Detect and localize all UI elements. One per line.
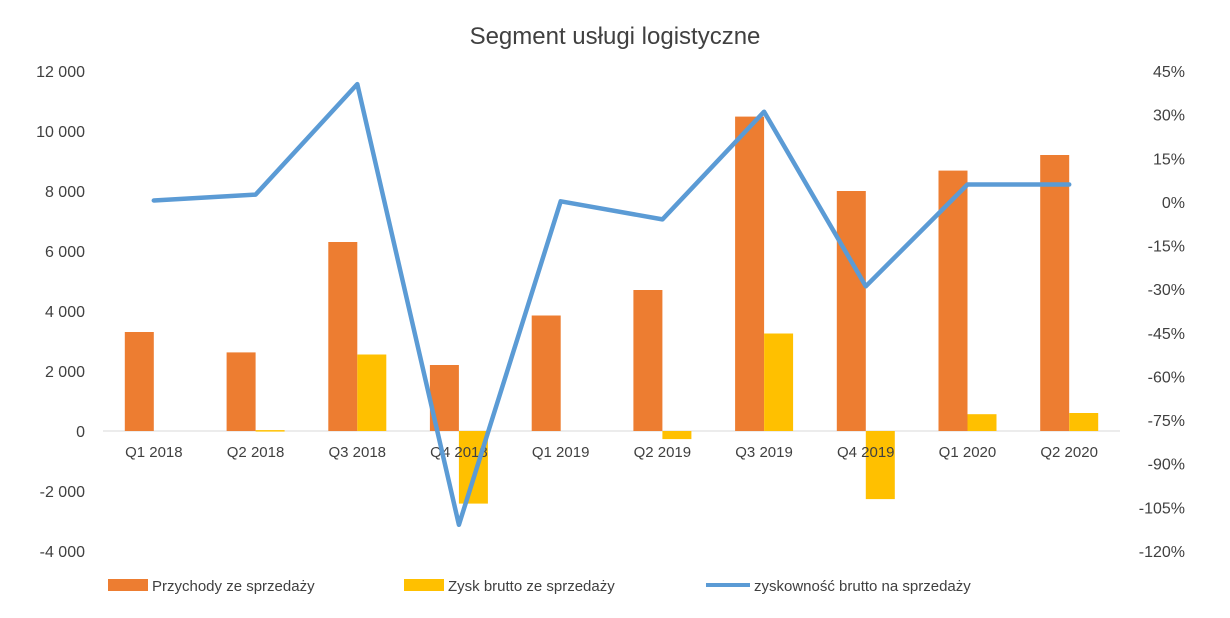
bars: [124, 116, 1099, 504]
right-tick-label: 0%: [1162, 195, 1185, 212]
bar-gross-profit: [967, 414, 997, 431]
right-tick-label: -15%: [1148, 239, 1185, 256]
category-label: Q2 2020: [1040, 444, 1098, 461]
bar-revenue: [226, 352, 256, 431]
category-label: Q3 2019: [735, 444, 793, 461]
legend-swatch-revenue: [108, 579, 148, 591]
category-label: Q1 2018: [125, 444, 183, 461]
left-tick-label: 12 000: [36, 64, 85, 81]
right-tick-label: 30%: [1153, 108, 1185, 125]
legend-label-gross-margin: zyskowność brutto na sprzedaży: [754, 578, 971, 595]
bar-gross-profit: [1069, 413, 1099, 431]
bar-revenue: [1040, 155, 1070, 431]
legend: Przychody ze sprzedaży Zysk brutto ze sp…: [108, 578, 971, 595]
right-tick-label: -105%: [1139, 500, 1185, 517]
right-axis: -120% -105% -90% -75% -60% -45% -30% -15% 0% 15% 3…: [1139, 64, 1185, 561]
legend-swatch-gross-profit: [404, 579, 444, 591]
category-label: Q1 2019: [532, 444, 590, 461]
left-tick-label: -2 000: [40, 484, 85, 501]
bar-revenue: [328, 242, 358, 431]
left-tick-label: -4 000: [40, 544, 85, 561]
bar-revenue: [531, 315, 561, 431]
right-tick-label: -30%: [1148, 282, 1185, 299]
left-tick-label: 6 000: [45, 244, 85, 261]
left-tick-label: 0: [76, 424, 85, 441]
right-tick-label: -120%: [1139, 544, 1185, 561]
bar-revenue: [124, 332, 154, 431]
chart-title: Segment usługi logistyczne: [470, 23, 761, 50]
left-tick-label: 4 000: [45, 304, 85, 321]
line-gross-margin: [151, 81, 1072, 528]
right-tick-label: -75%: [1148, 413, 1185, 430]
bar-gross-profit: [865, 431, 895, 500]
bar-revenue: [938, 170, 968, 431]
bar-revenue: [633, 290, 663, 431]
category-label: Q3 2018: [328, 444, 386, 461]
left-axis: -4 000 -2 000 0 2 000 4 000 6 000 8 000 10 000 1…: [36, 64, 85, 561]
left-tick-label: 10 000: [36, 124, 85, 141]
category-label: Q1 2020: [939, 444, 997, 461]
line-series: [151, 81, 1072, 528]
right-tick-label: 15%: [1153, 151, 1185, 168]
right-tick-label: -60%: [1148, 369, 1185, 386]
right-tick-label: 45%: [1153, 64, 1185, 81]
bar-gross-profit: [662, 431, 692, 440]
bar-gross-profit: [255, 430, 285, 432]
bar-gross-profit: [764, 333, 794, 431]
legend-label-gross-profit: Zysk brutto ze sprzedaży: [448, 578, 615, 595]
category-labels: Q1 2018 Q2 2018 Q3 2018 Q4 2018 Q1 2019 Q2 20…: [125, 444, 1098, 461]
category-label: Q4 2019: [837, 444, 895, 461]
bar-revenue: [735, 116, 765, 431]
category-label: Q2 2018: [227, 444, 285, 461]
legend-label-revenue: Przychody ze sprzedaży: [152, 578, 315, 595]
left-tick-label: 8 000: [45, 184, 85, 201]
bar-gross-profit: [357, 354, 387, 431]
left-tick-label: 2 000: [45, 364, 85, 381]
bar-revenue: [836, 191, 866, 431]
right-tick-label: -90%: [1148, 457, 1185, 474]
category-label: Q2 2019: [634, 444, 692, 461]
right-tick-label: -45%: [1148, 326, 1185, 343]
